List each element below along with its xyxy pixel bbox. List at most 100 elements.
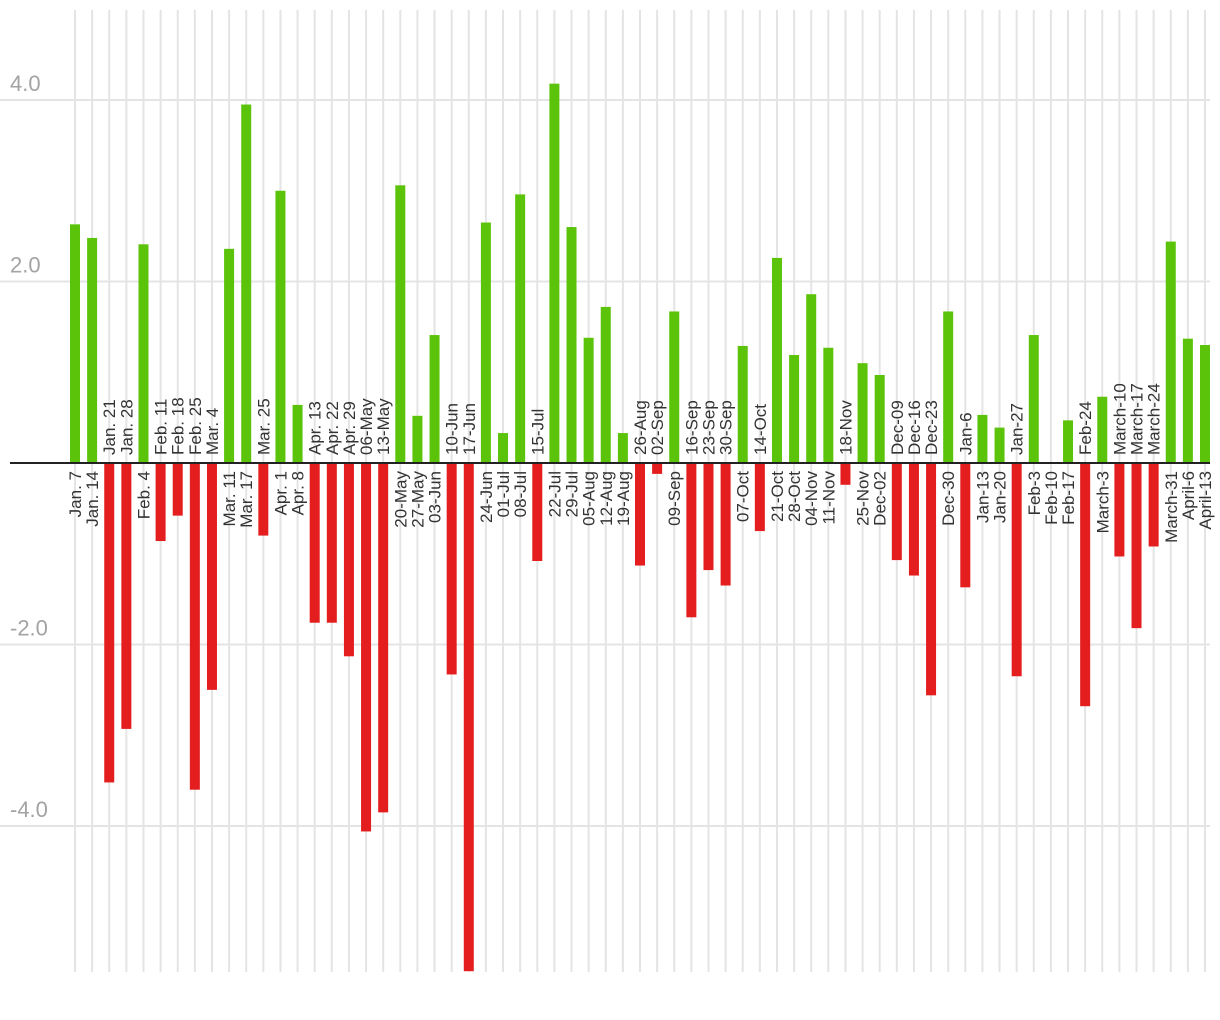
bar [412, 415, 423, 463]
category-label: Dec-30 [939, 471, 958, 526]
category-label: Dec-09 [888, 400, 907, 455]
category-label: Apr. 22 [323, 401, 342, 455]
bar [70, 224, 80, 463]
category-label: 23-Sep [699, 400, 718, 455]
category-label: Apr. 29 [340, 401, 359, 455]
category-label: 26-Aug [631, 400, 650, 455]
bar [1200, 345, 1210, 463]
bar [771, 257, 782, 463]
y-tick-label: 4.0 [10, 71, 41, 96]
bar [652, 463, 663, 474]
category-label: Mar. 4 [203, 408, 222, 455]
category-label: 13-May [374, 398, 393, 455]
category-label: March-3 [1093, 471, 1112, 533]
category-label: Mar. 11 [220, 471, 239, 526]
y-tick-label: -2.0 [10, 616, 48, 641]
bar [789, 355, 800, 463]
bar [343, 463, 354, 657]
category-label: Feb. 11 [152, 399, 171, 455]
category-label: April-13 [1196, 471, 1215, 530]
category-label: 25-Nov [854, 471, 873, 526]
bar [206, 463, 217, 690]
category-label: 04-Nov [802, 471, 821, 526]
category-label: 11-Nov [819, 471, 838, 525]
category-label: Dec-16 [905, 400, 924, 455]
category-label: Jan. 21 [100, 399, 119, 455]
category-label: 14-Oct [751, 404, 770, 455]
bar [309, 463, 320, 623]
bar [669, 311, 680, 463]
bar [172, 463, 183, 516]
category-label: 19-Aug [614, 471, 633, 526]
bar [498, 433, 509, 463]
category-label: 21-Oct [768, 471, 787, 522]
category-label: 28-Oct [785, 471, 804, 522]
bar [566, 227, 577, 463]
bar [241, 104, 252, 463]
category-label: 20-May [391, 471, 410, 528]
bar [480, 222, 491, 463]
bars [70, 83, 1210, 972]
bar [378, 463, 389, 813]
bar [1063, 420, 1074, 463]
category-label: 10-Jun [443, 403, 462, 455]
category-label: March-17 [1128, 383, 1147, 455]
bar [292, 404, 303, 463]
bar [532, 463, 543, 562]
bar [703, 463, 714, 571]
y-tick-label: 2.0 [10, 253, 41, 278]
bar [960, 463, 971, 588]
category-label: 15-Jul [528, 409, 547, 455]
bar [823, 347, 834, 463]
category-label: Dec-23 [922, 400, 941, 455]
category-label: 29-Jul [563, 471, 582, 517]
bar [891, 463, 902, 561]
bar [1131, 463, 1142, 629]
bar [326, 463, 337, 623]
bar [1011, 463, 1022, 677]
bar [806, 294, 817, 463]
bar [617, 433, 628, 463]
category-label: Jan-27 [1008, 403, 1027, 455]
bar [138, 244, 149, 463]
category-label: March-10 [1110, 383, 1129, 455]
category-label: Feb-10 [1042, 471, 1061, 525]
category-label: 17-Jun [460, 403, 479, 455]
category-label: March-31 [1162, 471, 1181, 543]
bar [1097, 396, 1108, 463]
category-label: Feb. 25 [186, 397, 205, 455]
category-label: 30-Sep [717, 400, 736, 455]
category-label: Jan. 28 [117, 399, 136, 455]
category-label: 12-Aug [597, 471, 616, 526]
category-label: April-6 [1179, 471, 1198, 520]
category-label: Feb. 4 [134, 471, 153, 519]
category-label: 16-Sep [682, 400, 701, 455]
bar [754, 463, 765, 532]
bar [908, 463, 919, 576]
y-tick-label: -4.0 [10, 797, 48, 822]
bar [994, 427, 1005, 463]
category-label: 24-Jun [477, 471, 496, 523]
bar [1114, 463, 1125, 557]
bar [446, 463, 457, 675]
bar [943, 311, 954, 463]
bar [258, 463, 269, 536]
category-label: 07-Oct [734, 471, 753, 522]
bar [1080, 463, 1091, 707]
category-label: Apr. 1 [271, 471, 290, 515]
bar [874, 374, 885, 463]
category-label: Mar. 17 [237, 471, 256, 528]
category-label: 08-Jul [511, 471, 530, 517]
bar [87, 237, 98, 463]
bar [361, 463, 372, 832]
category-label: 06-May [357, 398, 376, 455]
category-label: Apr. 8 [289, 471, 308, 515]
bar [104, 463, 115, 783]
category-label: 27-May [408, 471, 427, 528]
category-label: 01-Jul [494, 471, 513, 517]
category-label: Feb-3 [1025, 471, 1044, 515]
bar [720, 463, 731, 586]
category-label: Feb. 18 [169, 397, 188, 455]
